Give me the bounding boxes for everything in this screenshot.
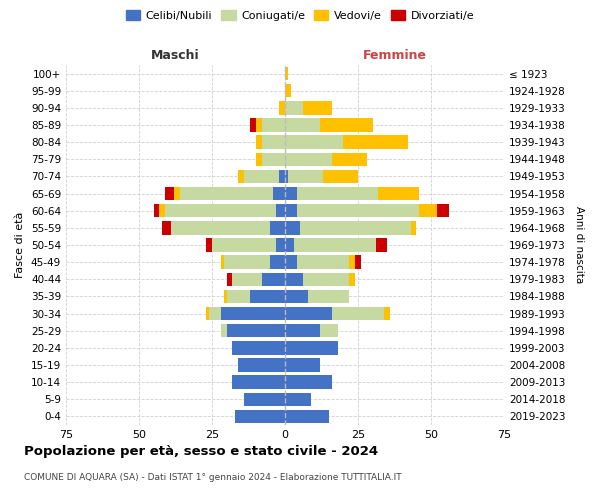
Bar: [302, 101, 332, 114]
Bar: [320, 324, 338, 338]
Text: COMUNE DI AQUARA (SA) - Dati ISTAT 1° gennaio 2024 - Elaborazione TUTTITALIA.IT: COMUNE DI AQUARA (SA) - Dati ISTAT 1° ge…: [24, 472, 401, 482]
Bar: [437, 204, 449, 218]
Bar: [171, 221, 271, 234]
Bar: [163, 221, 171, 234]
Bar: [221, 307, 285, 320]
Bar: [285, 272, 302, 286]
Bar: [276, 238, 285, 252]
Bar: [224, 290, 227, 303]
Bar: [262, 152, 285, 166]
Bar: [262, 118, 285, 132]
Bar: [262, 136, 285, 149]
Bar: [285, 118, 320, 132]
Y-axis label: Fasce di età: Fasce di età: [16, 212, 25, 278]
Bar: [285, 376, 332, 389]
Bar: [285, 152, 332, 166]
Bar: [232, 376, 285, 389]
Bar: [271, 256, 285, 269]
Bar: [320, 118, 373, 132]
Bar: [285, 358, 320, 372]
Bar: [262, 272, 285, 286]
Bar: [308, 290, 349, 303]
Bar: [285, 204, 296, 218]
Bar: [285, 84, 291, 98]
Bar: [285, 307, 332, 320]
Bar: [285, 238, 294, 252]
Bar: [279, 101, 285, 114]
Bar: [232, 341, 285, 354]
Bar: [343, 136, 407, 149]
Bar: [285, 136, 343, 149]
Bar: [221, 324, 227, 338]
Legend: Celibi/Nubili, Coniugati/e, Vedovi/e, Divorziati/e: Celibi/Nubili, Coniugati/e, Vedovi/e, Di…: [121, 6, 479, 25]
Bar: [323, 170, 358, 183]
Bar: [285, 170, 288, 183]
Bar: [349, 256, 355, 269]
Bar: [250, 290, 285, 303]
Bar: [227, 272, 232, 286]
Y-axis label: Anni di nascita: Anni di nascita: [574, 206, 584, 284]
Bar: [285, 341, 338, 354]
Bar: [238, 170, 244, 183]
Bar: [174, 187, 180, 200]
Bar: [349, 272, 355, 286]
Bar: [296, 204, 419, 218]
Bar: [285, 187, 296, 200]
Bar: [279, 170, 285, 183]
Bar: [165, 187, 174, 200]
Bar: [206, 238, 212, 252]
Bar: [332, 307, 384, 320]
Bar: [227, 290, 250, 303]
Text: Femmine: Femmine: [362, 48, 427, 62]
Bar: [256, 136, 262, 149]
Text: Popolazione per età, sesso e stato civile - 2024: Popolazione per età, sesso e stato civil…: [24, 445, 378, 458]
Bar: [244, 170, 279, 183]
Bar: [154, 204, 160, 218]
Bar: [355, 256, 361, 269]
Bar: [250, 118, 256, 132]
Bar: [256, 152, 262, 166]
Bar: [376, 238, 387, 252]
Bar: [419, 204, 437, 218]
Bar: [271, 221, 285, 234]
Bar: [285, 290, 308, 303]
Bar: [285, 256, 296, 269]
Bar: [227, 324, 285, 338]
Bar: [285, 392, 311, 406]
Bar: [209, 307, 221, 320]
Bar: [288, 170, 323, 183]
Bar: [206, 307, 209, 320]
Bar: [379, 187, 419, 200]
Bar: [238, 358, 285, 372]
Bar: [285, 67, 288, 80]
Bar: [244, 392, 285, 406]
Bar: [165, 204, 276, 218]
Bar: [232, 272, 262, 286]
Bar: [384, 307, 390, 320]
Bar: [285, 324, 320, 338]
Bar: [180, 187, 274, 200]
Bar: [235, 410, 285, 423]
Bar: [410, 221, 416, 234]
Bar: [332, 152, 367, 166]
Bar: [285, 221, 299, 234]
Bar: [256, 118, 262, 132]
Bar: [285, 410, 329, 423]
Bar: [299, 221, 410, 234]
Bar: [274, 187, 285, 200]
Bar: [224, 256, 271, 269]
Bar: [302, 272, 349, 286]
Text: Maschi: Maschi: [151, 48, 200, 62]
Bar: [296, 187, 379, 200]
Bar: [212, 238, 276, 252]
Bar: [285, 101, 302, 114]
Bar: [294, 238, 376, 252]
Bar: [296, 256, 349, 269]
Bar: [221, 256, 224, 269]
Bar: [276, 204, 285, 218]
Bar: [160, 204, 165, 218]
